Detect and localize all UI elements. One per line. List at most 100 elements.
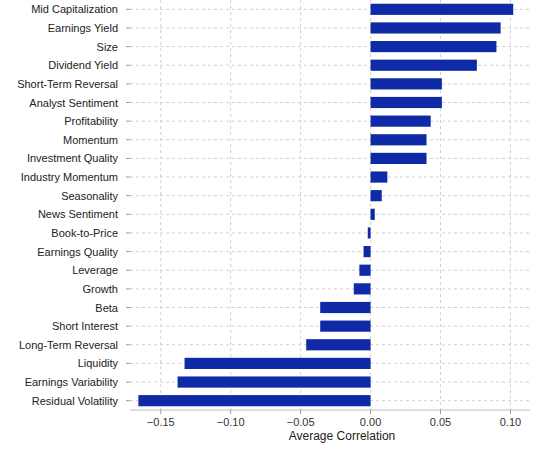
category-label: Mid Capitalization: [31, 3, 118, 15]
tick-mark: [126, 46, 130, 47]
category-label: Beta: [95, 302, 119, 314]
bar: [371, 41, 497, 52]
bars: [138, 4, 513, 407]
tick-label: 0.05: [430, 416, 451, 428]
tick-mark: [126, 307, 130, 308]
category-label: Growth: [83, 283, 118, 295]
category-label: Momentum: [63, 134, 118, 146]
axis-title: Average Correlation: [289, 429, 396, 443]
bar: [320, 321, 370, 332]
tick-label: 0.10: [500, 416, 521, 428]
bar: [354, 283, 371, 294]
chart-svg: Mid Capitalization Earnings Yield Size Divi…: [0, 0, 545, 450]
tick-mark: [126, 382, 130, 383]
tick-mark: [126, 83, 130, 84]
category-label: Short Interest: [52, 320, 118, 332]
bar: [364, 246, 371, 257]
tick-mark: [126, 139, 130, 140]
category-label: Leverage: [72, 264, 118, 276]
tick-mark: [510, 410, 511, 414]
grid-line: [130, 121, 530, 122]
tick-mark: [126, 65, 130, 66]
tick-mark: [126, 344, 130, 345]
grid-line: [160, 0, 161, 410]
grid-line: [130, 214, 530, 215]
grid-line: [130, 102, 530, 103]
bar: [368, 227, 371, 238]
grid-line: [130, 177, 530, 178]
category-label: Analyst Sentiment: [29, 97, 118, 109]
tick-mark: [126, 121, 130, 122]
bar: [371, 171, 388, 182]
tick-mark: [370, 410, 371, 414]
bar: [371, 97, 442, 108]
tick-label: −0.05: [287, 416, 315, 428]
bar: [371, 60, 477, 71]
tick-mark: [160, 410, 161, 414]
tick-mark: [126, 288, 130, 289]
x-axis-line: [130, 410, 530, 411]
bar: [371, 78, 442, 89]
tick-mark: [440, 410, 441, 414]
category-label: Earnings Yield: [48, 22, 118, 34]
bar: [371, 190, 382, 201]
tick-label: −0.10: [217, 416, 245, 428]
tick-mark: [126, 270, 130, 271]
category-label: Size: [97, 41, 118, 53]
tick-mark: [126, 251, 130, 252]
bar: [371, 4, 514, 15]
grid-line: [130, 270, 530, 271]
grid: [130, 0, 530, 410]
tick-mark: [126, 326, 130, 327]
category-label: Book-to-Price: [51, 227, 118, 239]
bar: [178, 376, 371, 387]
bar: [359, 265, 370, 276]
tick-mark: [126, 158, 130, 159]
category-label: Earnings Quality: [37, 246, 118, 258]
tick-mark: [126, 232, 130, 233]
category-label: Seasonality: [61, 190, 118, 202]
category-label: Earnings Variability: [25, 376, 119, 388]
grid-line: [130, 251, 530, 252]
category-label: Profitability: [64, 115, 118, 127]
tick-mark: [126, 195, 130, 196]
bar: [371, 22, 501, 33]
bar: [371, 134, 427, 145]
tick-mark: [126, 400, 130, 401]
tick-mark: [126, 9, 130, 10]
grid-line: [130, 83, 530, 84]
grid-line: [130, 288, 530, 289]
category-label: Residual Volatility: [32, 395, 119, 407]
grid-line: [130, 158, 530, 159]
category-label: Short-Term Reversal: [17, 78, 118, 90]
category-label: Industry Momentum: [21, 171, 118, 183]
bar: [371, 116, 431, 127]
category-label: News Sentiment: [38, 208, 118, 220]
chart-container: Mid Capitalization Earnings Yield Size Divi…: [0, 0, 545, 450]
tick-label: −0.15: [147, 416, 175, 428]
bar: [138, 395, 370, 406]
category-label: Liquidity: [78, 357, 119, 369]
tick-mark: [300, 410, 301, 414]
grid-line: [130, 195, 530, 196]
category-label: Dividend Yield: [48, 59, 118, 71]
tick-mark: [126, 214, 130, 215]
bar: [371, 153, 427, 164]
tick-mark: [126, 102, 130, 103]
grid-line: [510, 0, 511, 410]
category-label: Investment Quality: [27, 152, 119, 164]
bar: [185, 358, 371, 369]
tick-label: 0.00: [360, 416, 381, 428]
category-label: Long-Term Reversal: [19, 339, 118, 351]
tick-mark: [230, 410, 231, 414]
grid-line: [130, 232, 530, 233]
grid-line: [130, 139, 530, 140]
tick-mark: [126, 363, 130, 364]
bar: [371, 209, 375, 220]
bar: [320, 302, 370, 313]
tick-mark: [126, 27, 130, 28]
tick-mark: [126, 177, 130, 178]
grid-line: [230, 0, 231, 410]
bar: [306, 339, 370, 350]
grid-line: [300, 0, 301, 410]
